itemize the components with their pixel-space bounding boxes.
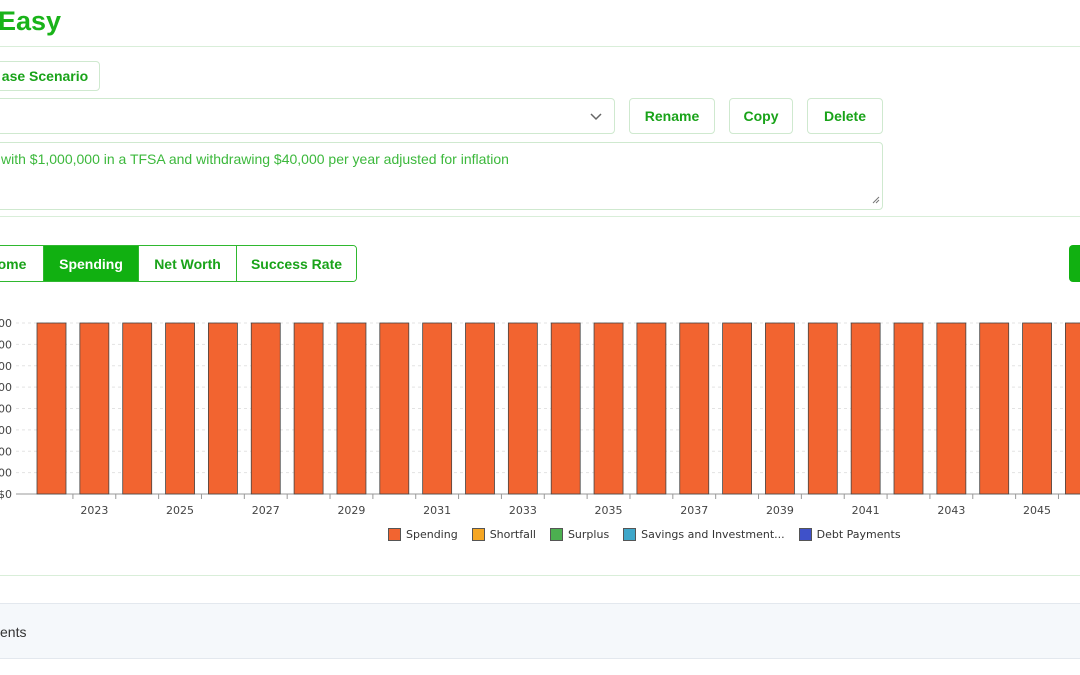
x-tick-label: 2023 — [80, 504, 108, 517]
bar-spending[interactable] — [422, 322, 453, 495]
bar-spending[interactable] — [1022, 322, 1052, 495]
bar-spending[interactable] — [165, 322, 195, 495]
y-tick-label: 000 — [0, 403, 12, 416]
scenario-description-text: with $1,000,000 in a TFSA and withdrawin… — [1, 151, 509, 167]
bar-spending[interactable] — [893, 322, 924, 495]
bar-spending[interactable] — [122, 322, 153, 495]
legend-item[interactable]: Debt Payments — [798, 528, 901, 541]
x-tick-label: 2041 — [852, 504, 880, 517]
legend-swatch — [388, 528, 401, 541]
bottom-divider — [0, 575, 1080, 576]
tab-net-worth[interactable]: Net Worth — [139, 246, 237, 281]
section-divider — [0, 216, 1080, 217]
action-button-edge[interactable] — [1069, 245, 1080, 282]
legend-item[interactable]: Spending — [388, 528, 458, 541]
y-tick-label: 000 — [0, 317, 12, 330]
legend-item[interactable]: Savings and Investment... — [623, 528, 785, 541]
collapsible-panel[interactable]: ents — [0, 603, 1080, 659]
bar-spending[interactable] — [807, 322, 838, 495]
scenario-select[interactable] — [0, 98, 615, 134]
legend-label: Shortfall — [489, 528, 536, 541]
legend-item[interactable]: Shortfall — [471, 528, 536, 541]
y-tick-label: 000 — [0, 360, 12, 373]
chart-legend: Spending Shortfall Surplus Savings and Inve… — [388, 528, 901, 541]
header-divider — [0, 46, 1080, 47]
bar-spending[interactable] — [1065, 322, 1080, 495]
x-tick-label: 2043 — [937, 504, 965, 517]
x-tick-label: 2035 — [595, 504, 623, 517]
delete-button[interactable]: Delete — [807, 98, 883, 134]
bar-spending[interactable] — [465, 322, 495, 495]
resize-handle-icon[interactable] — [872, 191, 880, 207]
chart-tabs: ome Spending Net Worth Success Rate — [0, 245, 357, 282]
base-scenario-button[interactable]: ase Scenario — [0, 61, 100, 91]
legend-swatch — [623, 528, 637, 541]
y-tick-label: 000 — [0, 445, 12, 458]
y-tick-label: 000 — [0, 338, 12, 351]
bar-spending[interactable] — [679, 322, 710, 495]
bar-spending[interactable] — [250, 322, 281, 495]
bar-spending[interactable] — [336, 322, 367, 495]
panel-label: ents — [0, 624, 27, 640]
bar-spending[interactable] — [979, 322, 1010, 495]
spending-chart: 000 000 000 000 000 000 000 000 $0 2023 2025 2027 2… — [0, 317, 1080, 517]
legend-label: Surplus — [567, 528, 610, 541]
bar-spending[interactable] — [636, 322, 667, 495]
bar-spending[interactable] — [507, 322, 538, 495]
tab-success-rate[interactable]: Success Rate — [237, 246, 356, 281]
bar-spending[interactable] — [722, 322, 752, 495]
bar-spending[interactable] — [79, 322, 110, 495]
x-tick-label: 2045 — [1023, 504, 1051, 517]
bar-spending[interactable] — [593, 322, 624, 495]
rename-button[interactable]: Rename — [629, 98, 715, 134]
legend-swatch — [798, 528, 812, 541]
bar-spending[interactable] — [379, 322, 410, 495]
y-tick-label: 000 — [0, 467, 12, 480]
legend-label: Savings and Investment... — [641, 528, 785, 541]
legend-item[interactable]: Surplus — [549, 528, 610, 541]
tab-spending[interactable]: Spending — [44, 246, 139, 281]
bar-spending[interactable] — [293, 322, 324, 495]
tab-income[interactable]: ome — [0, 246, 44, 281]
bar-spending[interactable] — [207, 322, 238, 495]
copy-button[interactable]: Copy — [729, 98, 793, 134]
x-tick-label: 2027 — [252, 504, 280, 517]
x-tick-label: 2029 — [337, 504, 365, 517]
legend-swatch — [549, 528, 563, 541]
scenario-description-textarea[interactable]: with $1,000,000 in a TFSA and withdrawin… — [0, 142, 883, 210]
app-title: Easy — [0, 6, 62, 36]
legend-label: Debt Payments — [816, 528, 901, 541]
legend-label: Spending — [406, 528, 458, 541]
y-tick-label: 000 — [0, 381, 12, 394]
y-tick-label: $0 — [0, 488, 12, 501]
x-tick-label: 2037 — [680, 504, 708, 517]
bar-spending[interactable] — [936, 322, 967, 495]
bar-spending[interactable] — [36, 322, 67, 495]
bar-spending[interactable] — [850, 322, 881, 495]
chevron-down-icon — [590, 109, 602, 127]
x-tick-label: 2033 — [509, 504, 537, 517]
x-tick-label: 2039 — [766, 504, 794, 517]
x-tick-label: 2031 — [423, 504, 451, 517]
legend-swatch — [471, 528, 485, 541]
bar-spending[interactable] — [765, 322, 795, 495]
x-tick-label: 2025 — [166, 504, 194, 517]
y-tick-label: 000 — [0, 424, 12, 437]
bar-spending[interactable] — [550, 322, 581, 495]
